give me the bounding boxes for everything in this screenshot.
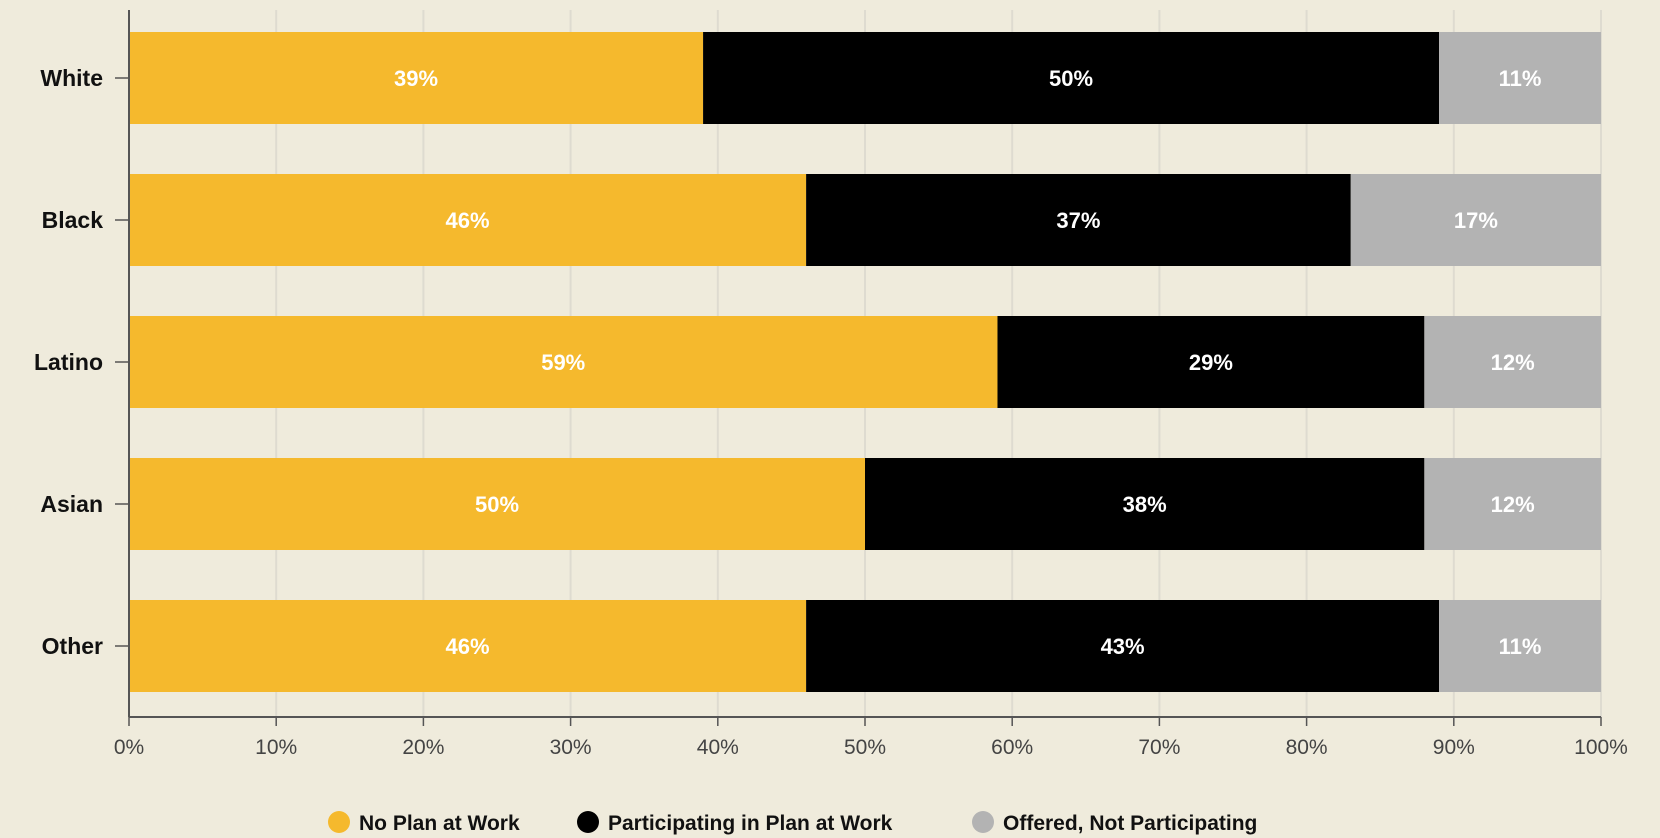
x-tick-label: 70% (1138, 736, 1180, 759)
data-label: 11% (1499, 634, 1542, 659)
legend-label: Participating in Plan at Work (608, 812, 893, 835)
bar-segment (129, 600, 807, 692)
data-label: 17% (1454, 208, 1498, 233)
bar-segment (129, 32, 704, 124)
bar-segment (806, 600, 1440, 692)
legend-label: Offered, Not Participating (1003, 812, 1257, 835)
bar-segment (806, 174, 1351, 266)
category-label: Other (42, 633, 103, 659)
data-label: 46% (446, 208, 490, 233)
data-label: 43% (1101, 634, 1145, 659)
x-tick-label: 0% (114, 736, 144, 759)
legend-marker (328, 811, 350, 833)
category-label: Latino (34, 349, 103, 375)
x-tick-label: 100% (1574, 736, 1628, 759)
x-tick-label: 40% (697, 736, 739, 759)
x-tick-label: 60% (991, 736, 1033, 759)
x-tick-label: 90% (1433, 736, 1475, 759)
data-label: 59% (541, 350, 585, 375)
legend: No Plan at Work Participating in Plan at … (328, 811, 1257, 835)
data-label: 46% (446, 634, 490, 659)
bar-segment (1439, 32, 1601, 124)
bar-segment (997, 316, 1425, 408)
data-label: 11% (1499, 66, 1542, 91)
x-tick-label: 50% (844, 736, 886, 759)
category-label: Asian (40, 491, 103, 517)
bar-segment (129, 316, 998, 408)
bar-segment (1350, 174, 1601, 266)
bar-segment (703, 32, 1440, 124)
bar-segment (865, 458, 1425, 550)
data-label: 29% (1189, 350, 1233, 375)
category-label: White (40, 65, 103, 91)
category-label: Black (42, 207, 104, 233)
data-label: 12% (1491, 492, 1535, 517)
x-tick-label: 10% (255, 736, 297, 759)
data-label: 50% (475, 492, 519, 517)
bar-segment (1424, 458, 1601, 550)
data-label: 37% (1056, 208, 1100, 233)
bar-segment (129, 458, 865, 550)
data-label: 38% (1123, 492, 1167, 517)
legend-marker (972, 811, 994, 833)
data-label: 50% (1049, 66, 1093, 91)
bar-segment (1424, 316, 1601, 408)
x-tick-label: 80% (1286, 736, 1328, 759)
data-label: 39% (394, 66, 438, 91)
bar-segment (129, 174, 807, 266)
bar-segment (1439, 600, 1601, 692)
axes: 0% 10% 20% 30% 40% 50% 60% 70% 80% 90% 100% White Bl… (34, 10, 1628, 759)
x-tick-label: 30% (550, 736, 592, 759)
legend-label: No Plan at Work (359, 812, 520, 835)
x-tick-label: 20% (402, 736, 444, 759)
bars: 39% 50% 11% 46% 37% 17% 59% 29% 12% 50% 38% 12% 46% 4… (129, 32, 1601, 692)
legend-marker (577, 811, 599, 833)
data-label: 12% (1491, 350, 1535, 375)
